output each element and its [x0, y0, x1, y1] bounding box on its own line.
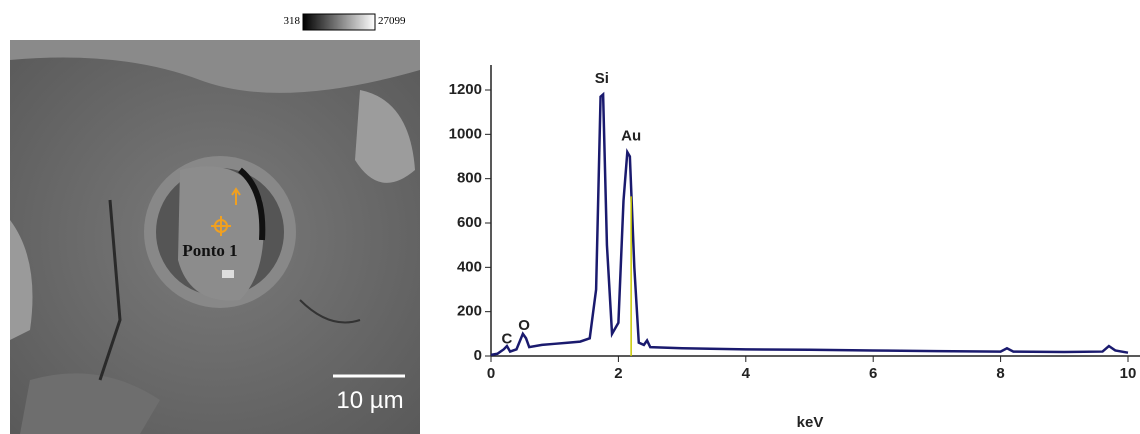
y-tick-label: 200 [457, 303, 482, 320]
y-tick-label: 600 [457, 214, 482, 231]
colorbar-max: 27099 [378, 15, 406, 27]
sem-image: Ponto 1 10 µm [10, 40, 420, 434]
y-tick-label: 0 [474, 347, 482, 364]
y-tick-label: 1200 [449, 81, 482, 98]
point-label: Ponto 1 [182, 241, 237, 260]
x-tick-label: 8 [996, 365, 1004, 382]
peak-label: C [502, 330, 513, 347]
peak-label: Si [595, 70, 609, 87]
x-tick-label: 0 [487, 365, 495, 382]
y-tick-label: 800 [457, 170, 482, 187]
spectrum-line [490, 91, 1129, 357]
x-tick-label: 4 [742, 365, 751, 382]
peak-label: O [518, 317, 530, 334]
peak-label: Au [621, 128, 641, 145]
colorbar: 318 27099 [284, 13, 406, 31]
scale-label: 10 µm [336, 387, 403, 414]
x-tick-label: 2 [614, 365, 622, 382]
y-tick-label: 400 [457, 258, 482, 275]
x-axis-label: keV [797, 414, 824, 431]
colorbar-min: 318 [284, 15, 301, 27]
x-tick-label: 6 [869, 365, 877, 382]
x-tick-label: 10 [1120, 365, 1137, 382]
y-tick-label: 1000 [449, 125, 482, 142]
